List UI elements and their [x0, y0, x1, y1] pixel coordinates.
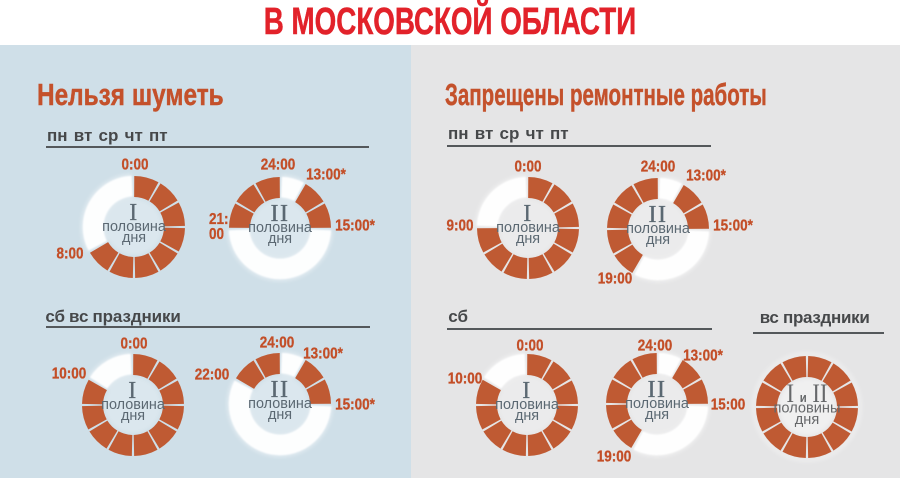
svg-text:половины: половины — [774, 401, 841, 417]
svg-text:дня: дня — [795, 412, 819, 428]
svg-text:II: II — [270, 377, 289, 403]
svg-text:половина: половина — [248, 396, 312, 412]
svg-text:половина: половина — [101, 397, 165, 413]
svg-text:I: I — [523, 201, 533, 227]
svg-text:дня: дня — [515, 231, 539, 247]
svg-text:дня: дня — [122, 230, 146, 246]
svg-text:I: I — [522, 378, 532, 404]
svg-text:II: II — [648, 202, 667, 228]
svg-text:половина: половина — [626, 220, 690, 236]
svg-text:I: I — [129, 200, 139, 226]
svg-text:дня: дня — [515, 408, 539, 424]
svg-text:дня: дня — [268, 230, 292, 246]
svg-text:I и II: I и II — [787, 379, 828, 408]
svg-text:половина: половина — [496, 220, 560, 236]
svg-text:дня: дня — [645, 231, 669, 247]
svg-text:дня: дня — [267, 407, 291, 423]
svg-text:II: II — [648, 377, 667, 403]
svg-text:II: II — [271, 201, 290, 227]
svg-text:дня: дня — [645, 407, 669, 423]
svg-text:дня: дня — [120, 408, 144, 424]
svg-text:половина: половина — [495, 397, 559, 413]
svg-text:половина: половина — [102, 219, 166, 235]
svg-text:половина: половина — [248, 219, 312, 235]
svg-text:I: I — [128, 378, 138, 404]
svg-text:половина: половина — [625, 396, 689, 412]
